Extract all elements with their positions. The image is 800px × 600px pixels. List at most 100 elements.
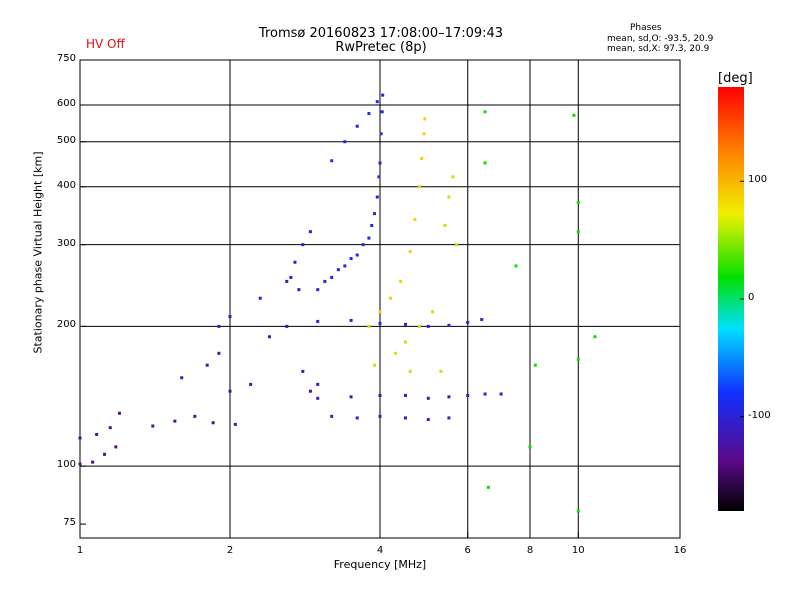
data-point [217, 351, 221, 355]
data-point [499, 392, 503, 396]
data-point [336, 268, 340, 272]
data-point [267, 335, 271, 339]
data-point [330, 159, 334, 163]
data-point [316, 288, 320, 292]
o-mode-stats: mean, sd,O: -93.5, 20.9 [607, 34, 714, 44]
data-point [217, 324, 221, 328]
colorbar-unit-label: [deg] [718, 71, 753, 86]
data-point [533, 363, 537, 367]
data-point [426, 324, 430, 328]
data-point [423, 117, 427, 121]
grid-lines [80, 60, 680, 538]
data-point [403, 340, 407, 344]
data-point [308, 389, 312, 393]
data-point [355, 124, 359, 128]
data-point [349, 395, 353, 399]
data-point [205, 363, 209, 367]
data-point [316, 319, 320, 323]
data-point [151, 424, 155, 428]
data-point [343, 264, 347, 268]
data-point [389, 296, 393, 300]
y-tick-label: 600 [56, 97, 76, 109]
chart-subtitle: RwPretec (8p) [335, 40, 427, 55]
data-point [394, 351, 398, 355]
data-point [451, 175, 455, 179]
data-point [439, 369, 443, 373]
data-point [373, 212, 377, 216]
data-point [249, 382, 253, 386]
data-point [180, 376, 184, 380]
y-tick-label: 75 [63, 517, 76, 529]
data-point [193, 414, 197, 418]
data-point [447, 323, 451, 327]
data-point [403, 416, 407, 420]
data-point [378, 414, 382, 418]
data-point [480, 317, 484, 321]
data-point [91, 460, 95, 464]
data-points [78, 93, 597, 513]
data-point [447, 195, 451, 199]
data-point [289, 275, 293, 279]
x-tick-label: 1 [76, 545, 84, 556]
data-point [349, 257, 353, 261]
x-tick-label: 8 [526, 545, 534, 556]
data-point [114, 445, 118, 449]
data-point [228, 389, 232, 393]
colorbar [718, 87, 744, 511]
data-point [367, 112, 371, 116]
x-tick-label: 10 [571, 545, 585, 556]
x-mode-stats: mean, sd,X: 97.3, 20.9 [607, 44, 710, 54]
data-point [228, 315, 232, 319]
y-tick-label: 400 [56, 179, 76, 191]
data-point [316, 382, 320, 386]
data-point [378, 393, 382, 397]
data-point [417, 324, 421, 328]
data-point [572, 113, 576, 117]
data-point [377, 175, 381, 179]
data-point [378, 161, 382, 165]
data-point [466, 393, 470, 397]
data-point [403, 393, 407, 397]
data-point [330, 275, 334, 279]
data-point [355, 416, 359, 420]
y-tick-label: 500 [56, 134, 76, 146]
data-point [426, 396, 430, 400]
data-point [528, 445, 532, 449]
y-tick-label: 300 [56, 237, 76, 249]
data-point [514, 264, 518, 268]
data-point [399, 279, 403, 283]
data-point [466, 320, 470, 324]
axis-ticks [79, 59, 681, 538]
data-point [95, 432, 99, 436]
data-point [455, 243, 459, 247]
data-point [361, 243, 365, 247]
data-point [483, 161, 487, 165]
data-point [379, 132, 383, 136]
data-point [117, 411, 121, 415]
data-point [375, 195, 379, 199]
data-point [576, 357, 580, 361]
data-point [211, 421, 215, 425]
x-tick-label: 2 [226, 545, 234, 556]
data-point [103, 452, 107, 456]
data-point [420, 157, 424, 161]
data-point [375, 100, 379, 104]
data-point [403, 322, 407, 326]
data-point [483, 392, 487, 396]
data-point [417, 185, 421, 189]
data-point [308, 230, 312, 234]
chart-title: Tromsø 20160823 17:08:00–17:09:43 [258, 26, 504, 41]
data-point [408, 369, 412, 373]
data-point [408, 250, 412, 254]
data-point [447, 395, 451, 399]
data-point [483, 110, 487, 114]
data-point [413, 217, 417, 221]
y-tick-label: 200 [56, 319, 76, 331]
data-point [173, 419, 177, 423]
data-point [233, 422, 237, 426]
data-point [367, 236, 371, 240]
data-point [343, 140, 347, 144]
data-point [443, 223, 447, 227]
data-point [576, 509, 580, 513]
